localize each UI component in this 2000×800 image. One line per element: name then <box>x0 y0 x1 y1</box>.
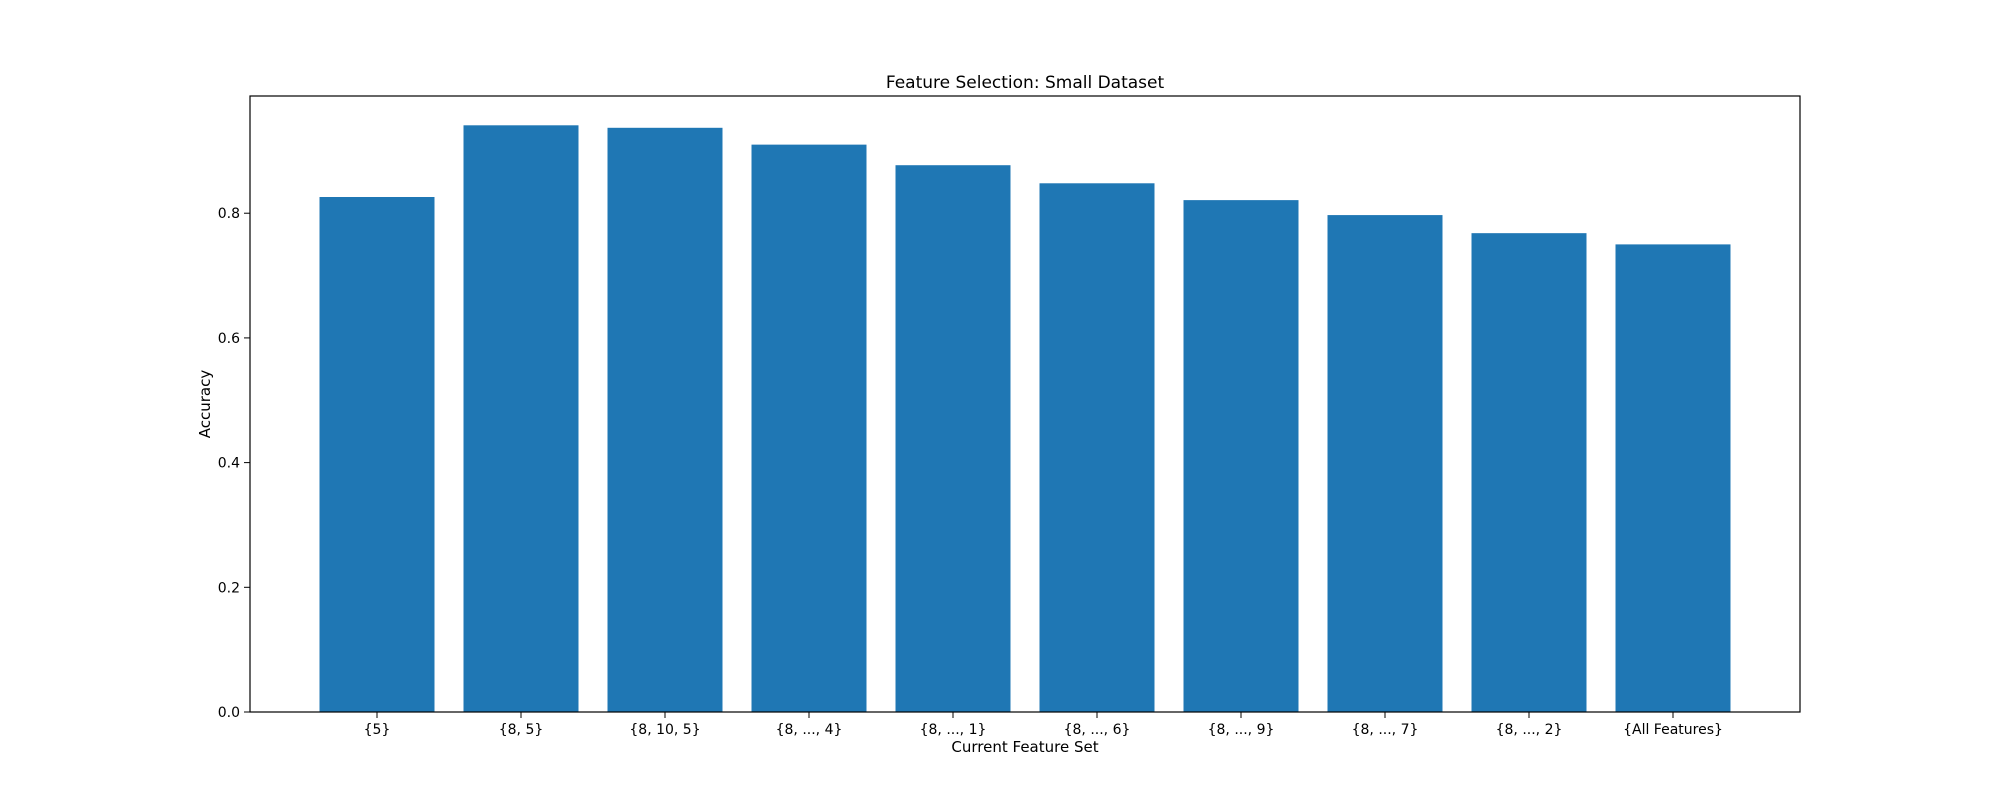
x-tick-label-5: {8, ..., 6} <box>1064 722 1131 738</box>
bar-5 <box>1039 183 1155 712</box>
x-tick-label-2: {8, 10, 5} <box>629 722 700 738</box>
bars-group <box>319 125 1731 713</box>
bar-3 <box>751 144 867 712</box>
x-tick-label-8: {8, ..., 2} <box>1496 722 1563 738</box>
y-tick-label-4: 0.8 <box>218 206 240 222</box>
y-axis: 0.0 0.2 0.4 0.6 0.8 <box>218 206 250 721</box>
y-tick-label-1: 0.2 <box>218 580 240 596</box>
x-tick-label-1: {8, 5} <box>499 722 544 738</box>
bar-8 <box>1471 233 1587 712</box>
bar-9 <box>1615 244 1731 712</box>
bar-2 <box>607 127 723 713</box>
x-tick-label-6: {8, ..., 9} <box>1208 722 1275 738</box>
bar-1 <box>463 125 579 712</box>
y-tick-label-3: 0.6 <box>218 331 240 347</box>
y-tick-label-0: 0.0 <box>218 705 240 721</box>
chart-title: Feature Selection: Small Dataset <box>886 73 1165 93</box>
x-tick-label-4: {8, ..., 1} <box>920 722 987 738</box>
x-tick-label-9: {All Features} <box>1623 722 1723 738</box>
x-axis-label: Current Feature Set <box>951 738 1098 756</box>
bar-4 <box>895 165 1011 712</box>
x-tick-label-3: {8, ..., 4} <box>776 722 843 738</box>
y-axis-label: Accuracy <box>196 370 214 439</box>
plot-frame <box>249 95 1801 713</box>
x-tick-label-0: {5} <box>364 722 391 738</box>
x-axis: {5} {8, 5} {8, 10, 5} {8, ..., 4} {8, ..., 1… <box>364 712 1723 738</box>
bar-7 <box>1327 215 1443 712</box>
y-tick-label-2: 0.4 <box>218 456 240 472</box>
x-tick-label-7: {8, ..., 7} <box>1352 722 1419 738</box>
bar-0 <box>319 197 435 713</box>
bar-6 <box>1183 200 1299 712</box>
